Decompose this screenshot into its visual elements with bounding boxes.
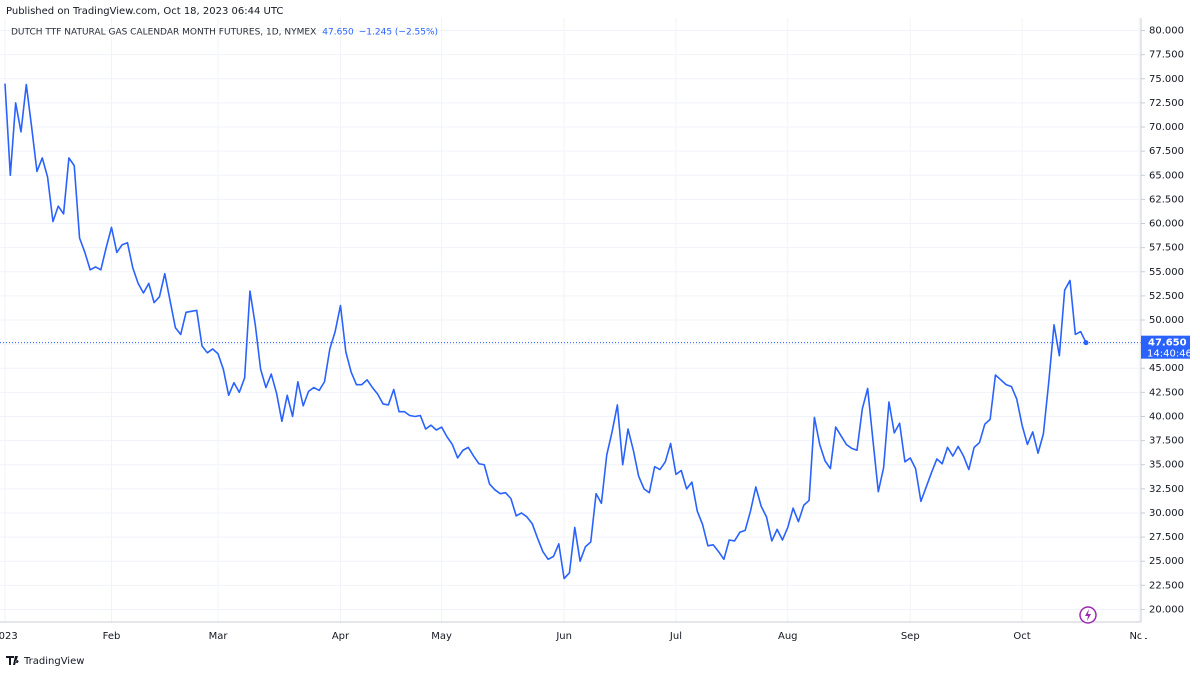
y-tick-label: 65.000 bbox=[1149, 170, 1184, 181]
y-tick-label: 30.000 bbox=[1149, 508, 1184, 519]
y-tick-label: 60.000 bbox=[1149, 219, 1184, 230]
y-tick-label: 70.000 bbox=[1149, 122, 1184, 133]
x-tick-label: Nov bbox=[1129, 631, 1149, 642]
y-tick-label: 32.500 bbox=[1149, 484, 1184, 495]
y-tick-label: 40.000 bbox=[1149, 411, 1184, 422]
y-tick-label: 57.500 bbox=[1149, 243, 1184, 254]
x-tick-label: Feb bbox=[103, 631, 121, 642]
brand-logo: TradingView bbox=[6, 656, 84, 667]
y-tick-label: 27.500 bbox=[1149, 532, 1184, 543]
price-line bbox=[4, 83, 1087, 580]
legend-price: 47.650 bbox=[322, 28, 354, 38]
y-tick-label: 52.500 bbox=[1149, 291, 1184, 302]
grid bbox=[0, 18, 1141, 622]
y-tick-label: 20.000 bbox=[1149, 604, 1184, 615]
x-tick-label: Jun bbox=[555, 631, 572, 642]
x-tick-label: Mar bbox=[209, 631, 229, 642]
y-tick-label: 50.000 bbox=[1149, 315, 1184, 326]
legend-change: −1.245 (−2.55%) bbox=[359, 28, 438, 38]
legend-title: DUTCH TTF NATURAL GAS CALENDAR MONTH FUT… bbox=[11, 28, 316, 38]
y-tick-label: 80.000 bbox=[1149, 26, 1184, 37]
y-tick-label: 77.500 bbox=[1149, 50, 1184, 61]
y-tick-label: 75.000 bbox=[1149, 74, 1184, 85]
published-note: Published on TradingView.com, Oct 18, 20… bbox=[6, 6, 283, 17]
y-tick-label: 22.500 bbox=[1149, 580, 1184, 591]
last-price-label: 47.650 bbox=[1148, 338, 1187, 349]
x-tick-label: 2023 bbox=[0, 631, 18, 642]
brand-name: TradingView bbox=[23, 656, 84, 667]
y-tick-label: 45.000 bbox=[1149, 363, 1184, 374]
x-tick-label: Apr bbox=[332, 631, 350, 642]
last-price-box bbox=[1141, 335, 1190, 359]
plot-area bbox=[0, 83, 1141, 580]
x-tick-label: Oct bbox=[1013, 631, 1030, 642]
y-tick-label: 37.500 bbox=[1149, 436, 1184, 447]
y-tick-label: 55.000 bbox=[1149, 267, 1184, 278]
y-tick-label: 25.000 bbox=[1149, 556, 1184, 567]
y-tick-label: 35.000 bbox=[1149, 460, 1184, 471]
countdown-label: 14:40:46 bbox=[1147, 349, 1192, 360]
alert-icon[interactable] bbox=[1079, 606, 1097, 624]
y-tick-label: 42.500 bbox=[1149, 387, 1184, 398]
last-point bbox=[1083, 340, 1089, 346]
y-tick-label: 72.500 bbox=[1149, 98, 1184, 109]
x-tick-label: Sep bbox=[901, 631, 920, 642]
x-tick-label: Jul bbox=[669, 631, 682, 642]
y-tick-label: 67.500 bbox=[1149, 146, 1184, 157]
price-axis-panel bbox=[1141, 18, 1200, 638]
x-tick-label: Aug bbox=[778, 631, 798, 642]
x-tick-label: May bbox=[431, 631, 452, 642]
y-tick-label: 62.500 bbox=[1149, 194, 1184, 205]
